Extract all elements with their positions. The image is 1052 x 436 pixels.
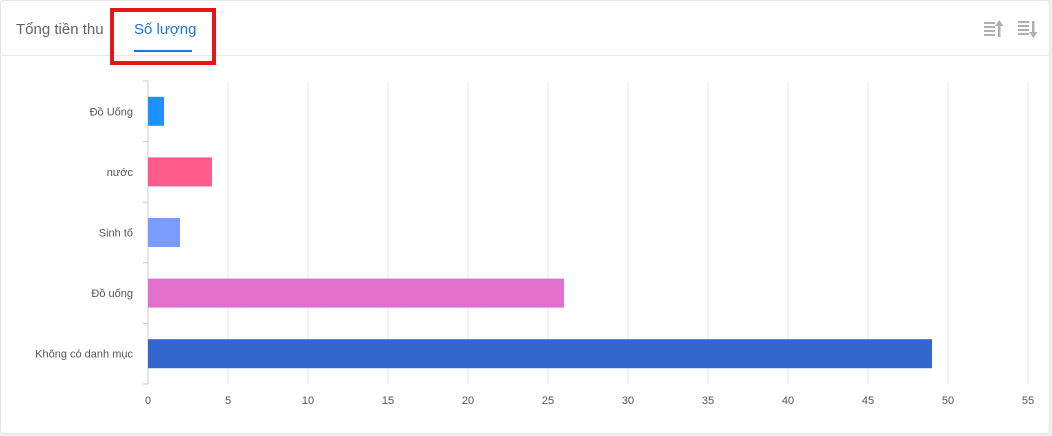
sort-ascending-button[interactable] [983,18,1005,40]
sort-descending-icon [1018,21,1038,38]
bar [148,96,164,126]
x-tick-label: 55 [1022,395,1034,407]
x-tick-label: 50 [942,395,954,407]
x-tick-label: 10 [302,395,314,407]
tab-bar: Tổng tiền thu Số lượng [1,1,1049,65]
x-tick-label: 25 [542,395,554,407]
active-tab-indicator [134,50,192,52]
sort-descending-button[interactable] [1017,18,1039,40]
x-tick-label: 45 [862,395,874,407]
highlight-box [110,8,216,65]
tab-quantity[interactable]: Số lượng [134,21,197,38]
category-label: Sinh tố [99,228,133,240]
x-tick-label: 40 [782,395,794,407]
bar [148,278,564,308]
x-tick-label: 15 [382,395,394,407]
x-tick-label: 5 [225,395,231,407]
tab-total-revenue[interactable]: Tổng tiền thu [16,21,104,38]
category-label: Đồ uống [91,288,133,300]
category-label: Đồ Uống [90,106,133,118]
category-label: nước [107,167,134,179]
x-tick-label: 30 [622,395,634,407]
bar [148,157,212,187]
bar [148,339,932,369]
x-tick-label: 35 [702,395,714,407]
x-tick-label: 0 [145,395,151,407]
sort-ascending-icon [984,20,1004,37]
bar [148,218,180,247]
x-tick-label: 20 [462,395,474,407]
category-label: Không có danh mục [35,349,133,361]
